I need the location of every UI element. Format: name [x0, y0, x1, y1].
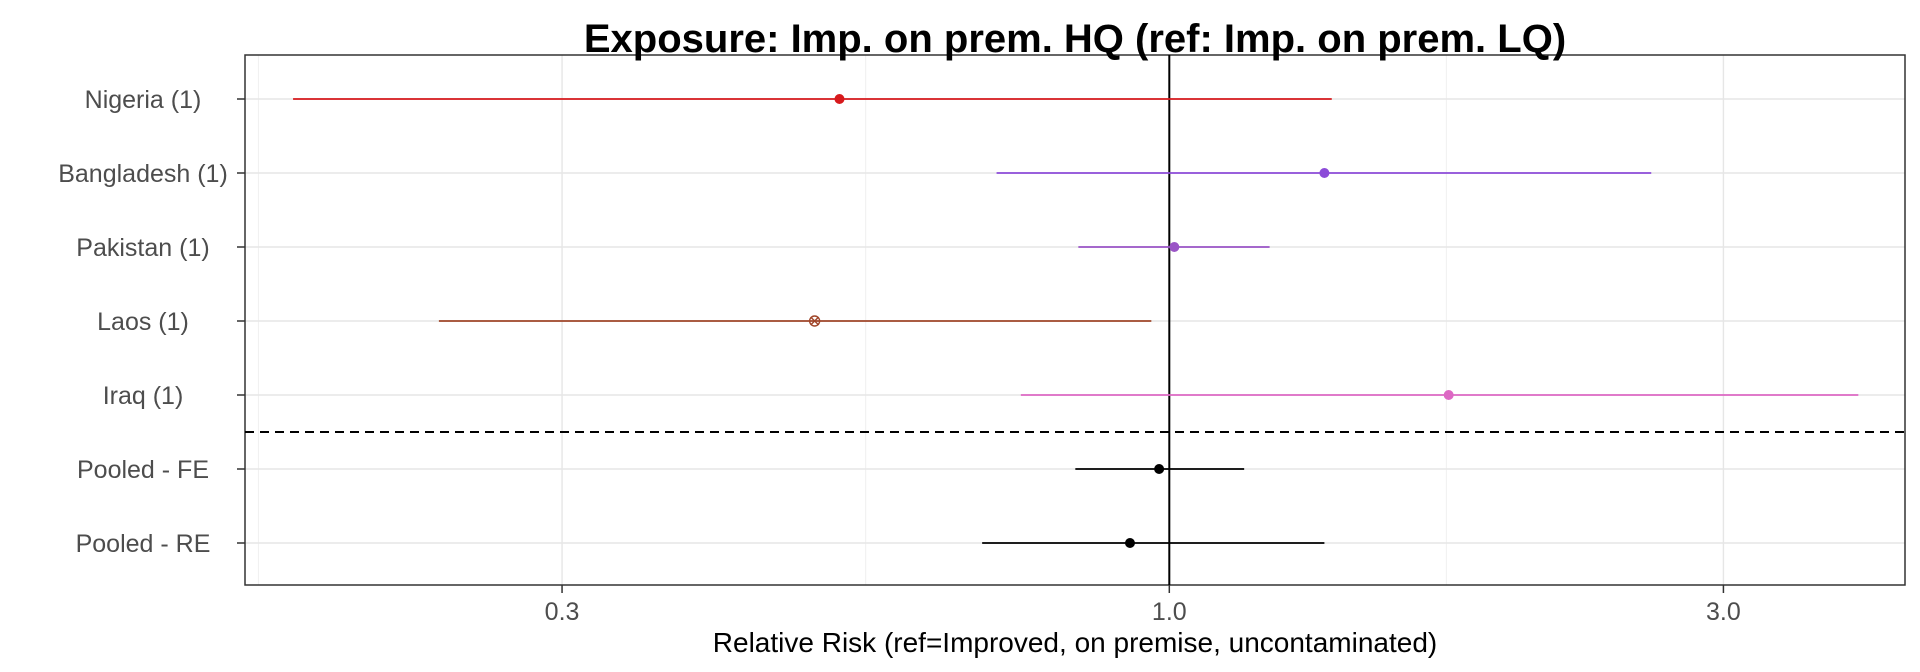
- row-label: Laos (1): [97, 308, 189, 336]
- x-axis-title: Relative Risk (ref=Improved, on premise,…: [713, 627, 1437, 658]
- x-tick-label: 3.0: [1706, 598, 1741, 626]
- row-label: Pakistan (1): [76, 234, 209, 262]
- row-label: Pooled - RE: [76, 530, 211, 558]
- point-estimate-cross: [810, 316, 820, 326]
- x-axis-ticks: 0.3 1.0 3.0: [545, 585, 1741, 626]
- row-label: Iraq (1): [103, 382, 184, 410]
- point-estimate: [1443, 390, 1454, 400]
- point-estimate: [1124, 538, 1135, 548]
- y-axis-labels: Nigeria (1) Bangladesh (1) Pakistan (1) Lao…: [58, 86, 245, 558]
- point-estimate: [834, 94, 845, 104]
- x-tick-label: 1.0: [1152, 598, 1187, 626]
- x-tick-label: 0.3: [545, 598, 580, 626]
- point-estimate: [1169, 242, 1180, 252]
- plot-panel-border: [244, 54, 1906, 586]
- chart-title: Exposure: Imp. on prem. HQ (ref: Imp. on…: [584, 17, 1566, 61]
- row-label: Bangladesh (1): [58, 160, 228, 188]
- point-estimate: [1319, 168, 1330, 178]
- grid-lines: [245, 55, 1905, 585]
- point-estimate: [1154, 464, 1165, 474]
- point-estimate: [808, 315, 821, 327]
- row-label: Pooled - FE: [77, 456, 209, 484]
- row-label: Nigeria (1): [85, 86, 202, 114]
- chart-marks: [245, 55, 1905, 585]
